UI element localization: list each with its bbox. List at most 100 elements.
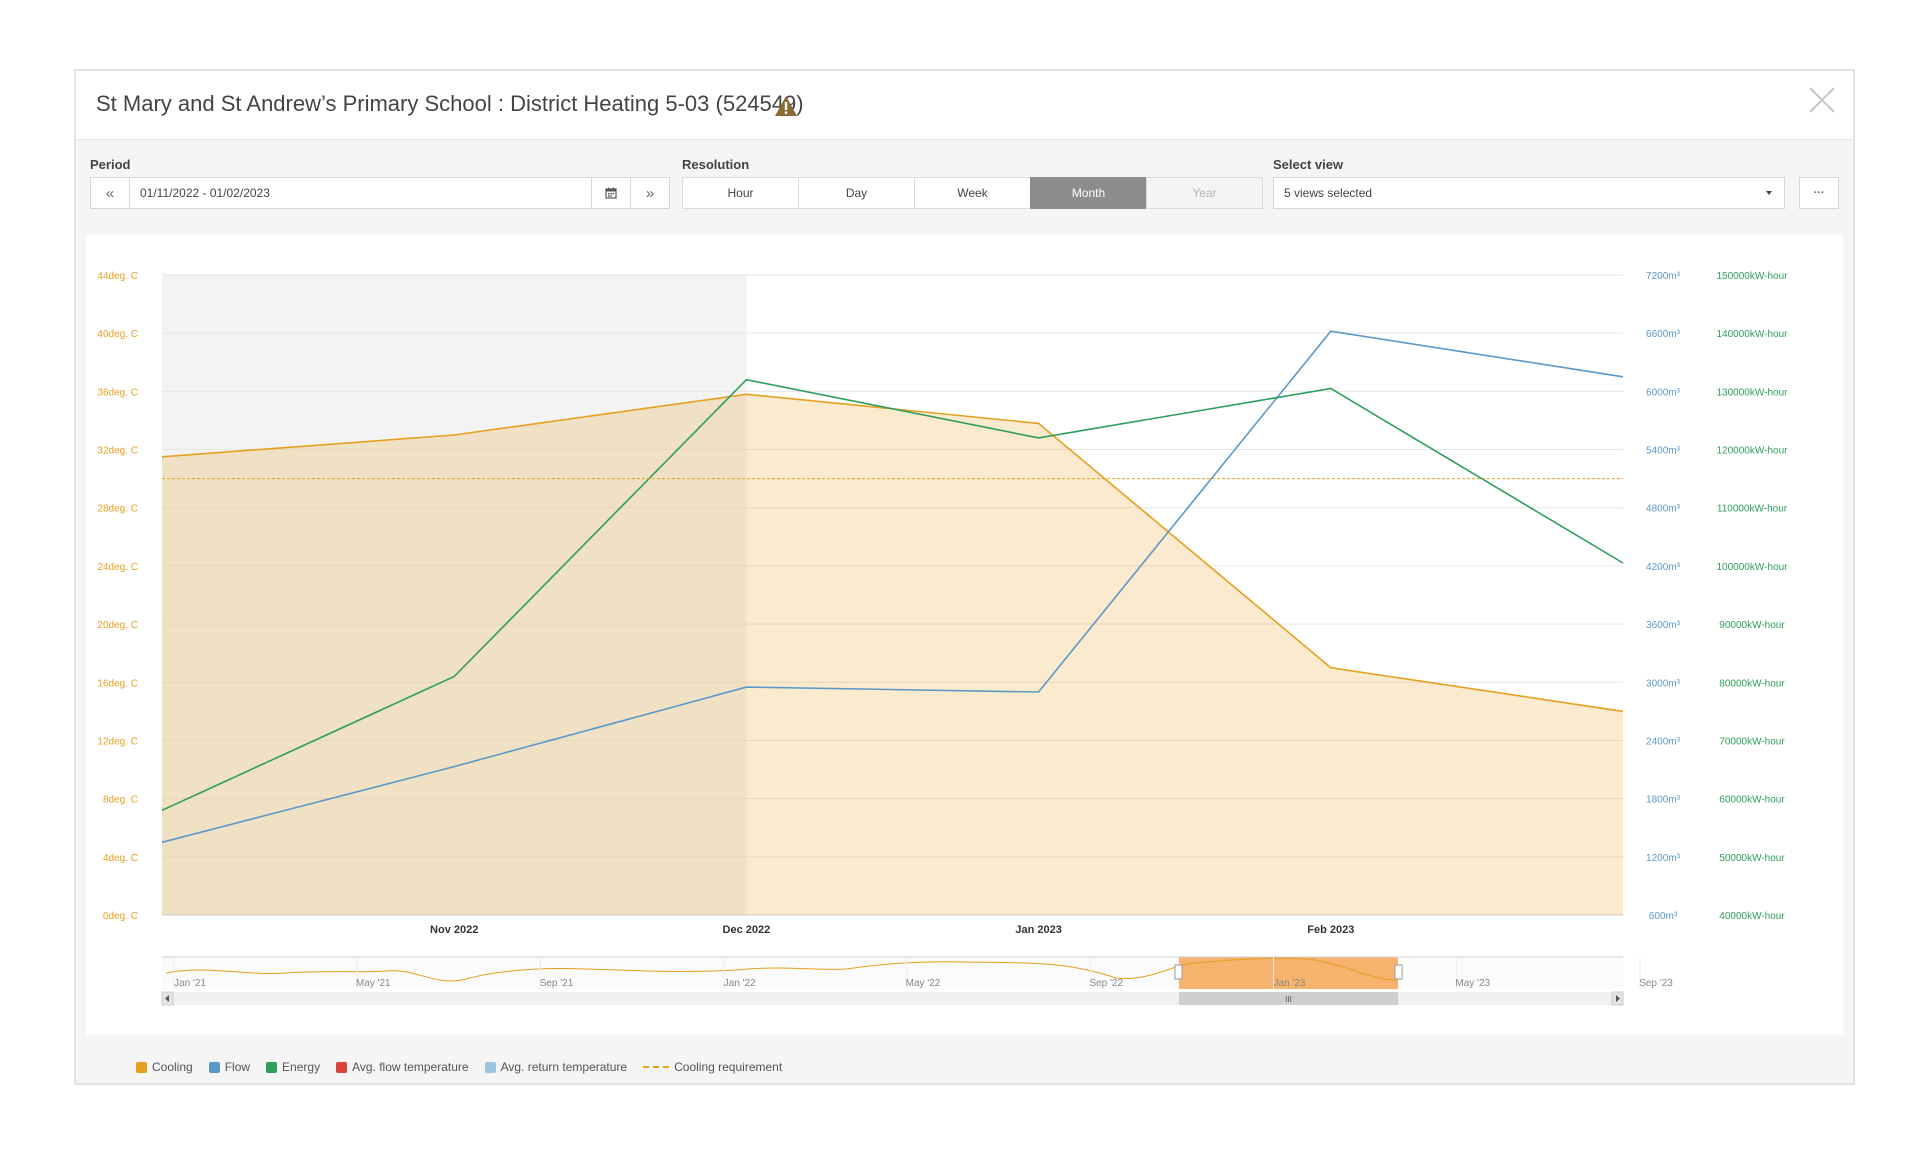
legend-label-flow: Flow: [224, 1060, 251, 1074]
y-left-tick-label: 16deg. C: [97, 678, 138, 689]
navigator-label: Sep '21: [540, 978, 574, 989]
navigator-left-handle: [1174, 964, 1183, 980]
warning-icon: [775, 96, 797, 116]
y-left-tick-label: 44deg. C: [97, 271, 138, 282]
y-left-tick-label: 36deg. C: [97, 387, 138, 398]
y-right1-tick-label: 3000m³: [1646, 678, 1681, 689]
y-right2-tick-label: 150000kW-hour: [1717, 271, 1789, 282]
navigator-scroll-right-arrow-icon: [1616, 995, 1620, 1002]
navigator-label: Jan '21: [174, 978, 206, 989]
select-view-value: 5 views selected: [1284, 186, 1373, 200]
y-right2-tick-label: 130000kW-hour: [1717, 387, 1789, 398]
y-right1-tick-label: 6600m³: [1646, 329, 1681, 340]
double-chevron-right-icon: »: [645, 184, 655, 202]
y-right1-tick-label: 600m³: [1649, 911, 1678, 922]
period-next-button[interactable]: »: [630, 177, 670, 209]
y-right1-tick-label: 6000m³: [1646, 387, 1681, 398]
navigator-scrollbar-track: [162, 992, 1623, 1005]
y-right2-tick-label: 100000kW-hour: [1717, 562, 1789, 573]
modal-header: St Mary and St Andrew’s Primary School :…: [76, 71, 1853, 140]
legend-item-cooling[interactable]: Cooling: [136, 1060, 193, 1074]
y-right2-tick-label: 80000kW-hour: [1719, 678, 1785, 689]
select-view-dropdown[interactable]: 5 views selected: [1273, 177, 1785, 209]
y-right2-tick-label: 70000kW-hour: [1719, 736, 1785, 747]
x-tick-label: Dec 2022: [723, 924, 771, 936]
legend-item-energy[interactable]: Energy: [266, 1060, 320, 1074]
navigator-series-line: [165, 957, 1399, 982]
chart-modal: St Mary and St Andrew’s Primary School :…: [74, 69, 1855, 1085]
y-left-tick-label: 28deg. C: [97, 504, 138, 515]
legend-swatch-avg-return-temperature: [484, 1061, 496, 1073]
calendar-button[interactable]: [591, 177, 631, 209]
navigator-label: Sep '23: [1639, 978, 1673, 989]
legend-swatch-cooling-requirement: [643, 1066, 670, 1068]
y-left-tick-label: 20deg. C: [97, 620, 138, 631]
legend-item-avg-flow-temperature[interactable]: Avg. flow temperature: [336, 1060, 469, 1074]
period-previous-button[interactable]: «: [90, 177, 130, 209]
y-right2-tick-label: 140000kW-hour: [1717, 329, 1789, 340]
y-right1-tick-label: 4200m³: [1646, 562, 1681, 573]
y-right1-tick-label: 7200m³: [1646, 271, 1681, 282]
legend-label-avg-flow-temperature: Avg. flow temperature: [352, 1060, 469, 1074]
y-left-tick-label: 32deg. C: [97, 446, 138, 457]
navigator-scrollbar-thumb: [1179, 992, 1398, 1005]
x-tick-label: Nov 2022: [430, 924, 478, 936]
caret-down-icon: [1766, 191, 1772, 195]
resolution-week-button[interactable]: Week: [914, 177, 1031, 209]
legend-item-cooling-requirement[interactable]: Cooling requirement: [643, 1060, 782, 1074]
x-tick-label: Feb 2023: [1307, 924, 1354, 936]
y-right1-tick-label: 1200m³: [1646, 853, 1681, 864]
legend-swatch-avg-flow-temperature: [336, 1061, 348, 1073]
series-line-flow: [161, 330, 1624, 844]
y-right1-tick-label: 4800m³: [1646, 504, 1681, 515]
resolution-day-button[interactable]: Day: [798, 177, 915, 209]
navigator-right-handle: [1394, 964, 1403, 980]
select-view-label: Select view: [1273, 157, 1344, 172]
navigator-label: Jan '22: [724, 978, 756, 989]
legend-swatch-flow: [208, 1061, 220, 1073]
close-icon[interactable]: [1807, 85, 1837, 115]
y-right1-tick-label: 3600m³: [1646, 620, 1681, 631]
y-left-tick-label: 4deg. C: [103, 853, 138, 864]
resolution-month-button[interactable]: Month: [1030, 177, 1147, 209]
page-title: St Mary and St Andrew’s Primary School :…: [96, 91, 804, 116]
chart-area: 44deg. C 7200m³ 150000kW-hour 40deg. C 6600m…: [86, 235, 1843, 1035]
y-left-tick-label: 24deg. C: [97, 562, 138, 573]
period-date-input[interactable]: 01/11/2022 - 01/02/2023: [129, 177, 592, 209]
x-tick-label: Jan 2023: [1015, 924, 1061, 936]
chart-legend: Cooling Flow Energy Avg. flow temperatur…: [136, 1057, 798, 1077]
plot-band: [162, 275, 747, 915]
navigator-label: May '21: [356, 978, 391, 989]
y-right2-tick-label: 50000kW-hour: [1719, 853, 1785, 864]
navigator-label: Sep '22: [1089, 978, 1123, 989]
y-right1-tick-label: 1800m³: [1646, 795, 1681, 806]
resolution-hour-button[interactable]: Hour: [682, 177, 799, 209]
navigator-scroll-left-arrow-icon: [165, 995, 169, 1002]
calendar-icon: [605, 187, 617, 199]
y-right2-tick-label: 60000kW-hour: [1719, 795, 1785, 806]
legend-swatch-cooling: [136, 1061, 147, 1073]
navigator-scrollbar-grip: III: [1285, 995, 1292, 1004]
series-area-cooling: [162, 394, 1623, 915]
y-right2-tick-label: 120000kW-hour: [1717, 446, 1789, 457]
y-right2-tick-label: 40000kW-hour: [1719, 911, 1785, 922]
y-left-tick-label: 40deg. C: [97, 329, 138, 340]
y-left-tick-label: 8deg. C: [103, 795, 138, 806]
legend-label-cooling: Cooling: [152, 1060, 193, 1074]
legend-item-flow[interactable]: Flow: [208, 1060, 251, 1074]
resolution-label: Resolution: [682, 157, 750, 172]
more-options-button[interactable]: ···: [1799, 177, 1839, 209]
navigator-label: Jan '23: [1274, 978, 1306, 989]
legend-swatch-energy: [266, 1061, 278, 1073]
legend-label-cooling-requirement: Cooling requirement: [674, 1060, 783, 1074]
y-right2-tick-label: 110000kW-hour: [1717, 504, 1788, 515]
chart-svg: 44deg. C 7200m³ 150000kW-hour 40deg. C 6600m…: [97, 271, 1789, 1006]
resolution-year-button[interactable]: Year: [1146, 177, 1263, 209]
period-label: Period: [90, 157, 131, 172]
legend-item-avg-return-temperature[interactable]: Avg. return temperature: [484, 1060, 627, 1074]
y-left-tick-label: 12deg. C: [97, 736, 138, 747]
double-chevron-left-icon: «: [105, 184, 115, 202]
navigator-label: May '22: [906, 978, 941, 989]
y-right1-tick-label: 2400m³: [1646, 736, 1681, 747]
y-right2-tick-label: 90000kW-hour: [1719, 620, 1785, 631]
